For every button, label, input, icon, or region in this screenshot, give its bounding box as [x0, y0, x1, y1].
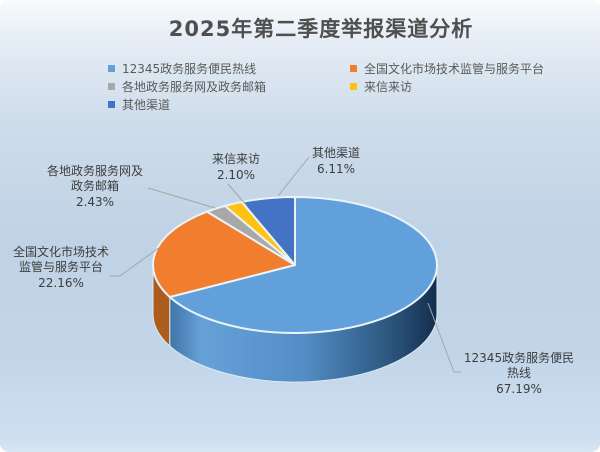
- slice-label-name: 12345政务服务便民: [463, 351, 575, 365]
- pie-slice-top: [240, 196, 296, 266]
- legend-swatch-icon: [108, 65, 115, 72]
- pie-slice-top: [152, 210, 296, 299]
- slice-label-pct: 2.10%: [216, 168, 256, 182]
- legend-swatch-icon: [108, 83, 115, 90]
- legend-label: 各地政务服务网及政务邮箱: [122, 80, 267, 94]
- slice-label-pct: 6.11%: [316, 162, 356, 176]
- leader-line: [110, 246, 161, 277]
- pie-slice-top: [168, 196, 438, 334]
- legend-item: 全国文化市场技术监管与服务平台: [350, 61, 580, 76]
- slice-label-name: 监管与服务平台: [18, 260, 103, 274]
- chart-title: 2025年第二季度举报渠道分析: [168, 17, 474, 41]
- slice-label-pct: 22.16%: [38, 276, 84, 290]
- leader-line: [427, 302, 461, 373]
- legend-label: 全国文化市场技术监管与服务平台: [364, 62, 545, 76]
- slice-label-name: 全国文化市场技术: [12, 245, 109, 259]
- legend-swatch-icon: [108, 101, 115, 108]
- slice-label-name: 热线: [506, 366, 531, 380]
- slice-label: 全国文化市场技术 监管与服务平台 22.16%: [0, 245, 122, 291]
- slice-label-name: 各地政务服务网及: [46, 164, 143, 178]
- pie-tops: [152, 196, 438, 334]
- leader-line: [147, 187, 216, 209]
- legend-label: 其他渠道: [122, 98, 171, 112]
- leader-line: [227, 183, 248, 207]
- legend-label: 来信来访: [364, 80, 413, 94]
- legend-item: 来信来访: [350, 79, 580, 94]
- leader-lines: [110, 156, 461, 373]
- legend-item: 12345政务服务便民热线: [108, 61, 350, 76]
- chart-legend: 12345政务服务便民热线 全国文化市场技术监管与服务平台各地政务服务网及政务邮箱…: [108, 61, 580, 112]
- legend-swatch-icon: [350, 83, 357, 90]
- slice-label-pct: 2.43%: [75, 195, 115, 209]
- legend-item: 其他渠道: [108, 97, 350, 112]
- leader-line: [277, 156, 310, 197]
- slice-label-name: 其他渠道: [311, 146, 360, 160]
- legend-swatch-icon: [350, 65, 357, 72]
- slice-label: 各地政务服务网及 政务邮箱 2.43%: [25, 164, 165, 210]
- slice-label-pct: 67.19%: [496, 382, 542, 396]
- slice-label: 12345政务服务便民 热线 67.19%: [448, 351, 590, 397]
- slice-label: 其他渠道 6.11%: [286, 146, 386, 177]
- legend-item: 各地政务服务网及政务邮箱: [108, 79, 350, 94]
- slice-label-name: 来信来访: [211, 152, 260, 166]
- slice-label: 来信来访 2.10%: [186, 152, 286, 183]
- legend-label: 12345政务服务便民热线: [122, 62, 257, 76]
- slice-label-name: 政务邮箱: [70, 179, 119, 193]
